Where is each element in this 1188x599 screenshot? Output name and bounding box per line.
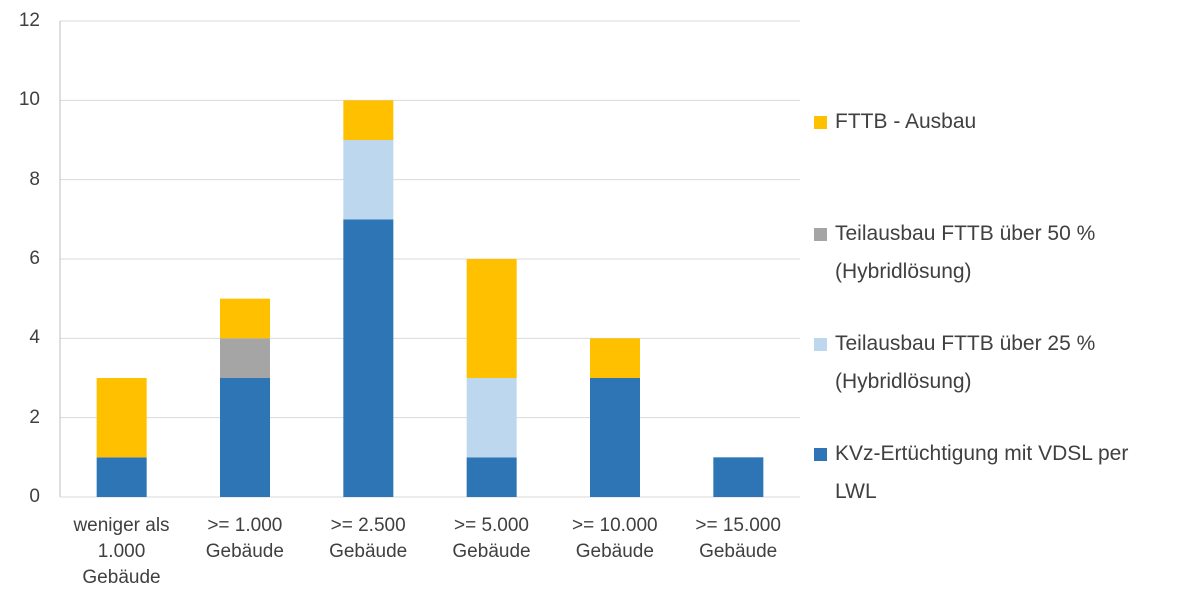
legend-swatch: [814, 228, 827, 241]
bar-segment: [220, 338, 270, 378]
bar-segment: [343, 100, 394, 140]
bar-segment: [590, 338, 640, 378]
bar-segment: [96, 378, 147, 458]
x-tick-label: >= 2.500 Gebäude: [329, 515, 408, 562]
bar-segment: [466, 378, 517, 458]
legend-label: Teilausbau FTTB über 50 % (Hybridlösung): [835, 222, 1096, 283]
y-tick-label: 10: [18, 89, 40, 111]
y-tick-label: 6: [29, 248, 40, 269]
legend-item: Teilausbau FTTB über 25 % (Hybridlösung): [814, 325, 1184, 401]
x-tick-label: >= 1.000 Gebäude: [205, 515, 284, 562]
y-tick-label: 2: [29, 406, 40, 428]
legend-label: FTTB - Ausbau: [835, 110, 977, 133]
bar-segment: [96, 457, 147, 497]
legend-item: Teilausbau FTTB über 50 % (Hybridlösung): [814, 215, 1184, 291]
bar-segment: [713, 457, 764, 497]
y-tick-label: 12: [18, 10, 40, 31]
x-tick-label: >= 10.000 Gebäude: [572, 515, 658, 562]
x-tick-label: >= 5.000 Gebäude: [452, 515, 531, 562]
bar-segment: [220, 378, 270, 497]
bar-segment: [466, 259, 517, 378]
legend-label: KVz-Ertüchtigung mit VDSL per LWL: [835, 442, 1129, 503]
bar-segment: [590, 378, 640, 497]
bar-segment: [220, 298, 270, 339]
bar-segment: [343, 219, 394, 498]
x-tick-label: weniger als 1.000 Gebäude: [73, 515, 170, 588]
legend-item: FTTB - Ausbau: [814, 103, 1184, 141]
legend-swatch: [814, 116, 827, 129]
legend-swatch: [814, 338, 827, 351]
x-tick-label: >= 15.000 Gebäude: [695, 515, 781, 562]
y-tick-label: 4: [29, 327, 40, 349]
bar-segment: [466, 457, 517, 497]
legend-item: KVz-Ertüchtigung mit VDSL per LWL: [814, 435, 1184, 511]
y-tick-label: 0: [29, 486, 40, 507]
y-tick-label: 8: [29, 168, 40, 190]
bar-segment: [343, 140, 394, 220]
legend-label: Teilausbau FTTB über 25 % (Hybridlösung): [835, 332, 1096, 393]
legend-swatch: [814, 448, 827, 461]
